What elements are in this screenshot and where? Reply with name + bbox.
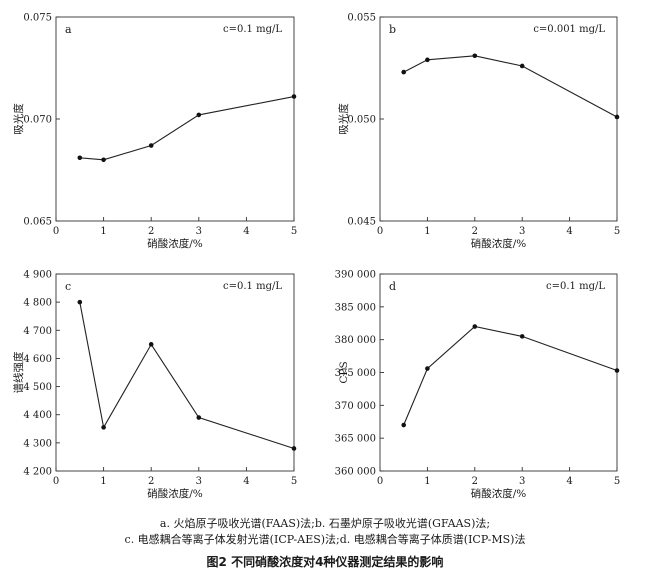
x-tick-label: 3	[196, 226, 202, 237]
x-tick-label: 3	[196, 476, 202, 487]
y-tick-label: 385 000	[335, 302, 376, 313]
data-point	[148, 143, 154, 148]
y-tick-label: 360 000	[335, 467, 376, 478]
data-point	[425, 57, 430, 63]
concentration-annotation: c=0.1 mg/L	[223, 281, 282, 292]
y-tick-label: 365 000	[335, 434, 376, 445]
data-point	[77, 299, 83, 305]
plot-frame	[55, 16, 295, 222]
data-point	[614, 368, 620, 373]
x-tick-label: 4	[243, 476, 249, 487]
x-tick-label: 4	[566, 476, 572, 487]
x-tick-label: 5	[614, 226, 620, 237]
y-tick-label: 0.050	[347, 115, 376, 126]
concentration-annotation: c=0.1 mg/L	[546, 281, 605, 292]
chart-panel-a: 0 1 2 3 4 5 0.065 0.070 0.075 硝酸浓度/% 吸光度 a c=0.1 mg/…	[12, 13, 297, 251]
data-point	[519, 63, 525, 69]
x-tick-label: 3	[519, 476, 525, 487]
x-tick-label: 1	[424, 226, 430, 237]
concentration-annotation: c=0.1 mg/L	[223, 24, 282, 35]
data-point	[472, 324, 478, 329]
x-axis-label: 硝酸浓度/%	[147, 487, 203, 500]
caption-line-1: a. 火焰原子吸收光谱(FAAS)法;b. 石墨炉原子吸收光谱(GFAAS)法;	[159, 517, 491, 530]
y-axis-label: CPS	[338, 361, 350, 383]
y-tick-label: 370 000	[335, 401, 376, 412]
data-point	[614, 114, 620, 120]
data-point	[519, 334, 525, 339]
y-axis-label: 谱线强度	[12, 351, 25, 393]
series-line	[79, 301, 295, 450]
chart-panel-c: 0 1 2 3 4 5 4 200 4 300 4 400 4 500 4 600 4 700 4 80…	[12, 270, 297, 501]
y-tick-label: 375 000	[335, 368, 376, 379]
y-axis-label: 吸光度	[12, 103, 25, 135]
panel-letter: b	[389, 23, 396, 36]
y-tick-label: 380 000	[335, 335, 376, 346]
x-tick-label: 4	[243, 226, 249, 237]
data-point	[472, 53, 478, 59]
y-tick-label: 0.055	[347, 13, 376, 24]
x-tick-label: 4	[566, 226, 572, 237]
x-axis-label: 硝酸浓度/%	[471, 237, 527, 250]
y-tick-label: 4 700	[23, 326, 52, 337]
x-tick-label: 1	[100, 476, 106, 487]
data-point	[425, 366, 430, 371]
y-axis-label: 吸光度	[337, 103, 350, 135]
data-point	[401, 69, 407, 75]
x-tick-label: 1	[424, 476, 430, 487]
figure-title: 图2 不同硝酸浓度对4种仪器测定结果的影响	[206, 555, 444, 569]
panel-letter: d	[389, 280, 396, 293]
y-tick-label: 0.065	[23, 217, 52, 228]
concentration-annotation: c=0.001 mg/L	[533, 24, 605, 35]
y-tick-label: 0.075	[23, 13, 52, 24]
panel-letter: c	[65, 280, 71, 293]
data-point	[196, 415, 202, 420]
x-tick-label: 1	[100, 226, 106, 237]
caption-line-2: c. 电感耦合等离子体发射光谱(ICP-AES)法;d. 电感耦合等离子体质谱(…	[124, 533, 526, 546]
y-tick-label: 4 800	[23, 298, 52, 309]
x-tick-label: 2	[148, 226, 154, 237]
y-tick-label: 0.045	[347, 217, 376, 228]
x-tick-label: 0	[377, 476, 383, 487]
series-line	[403, 325, 618, 426]
chart-panel-b: 0 1 2 3 4 5 0.045 0.050 0.055 硝酸浓度/% 吸光度 b c=0.001 m…	[337, 13, 620, 251]
x-axis-label: 硝酸浓度/%	[471, 487, 527, 500]
plot-frame	[379, 16, 618, 222]
y-tick-label: 4 500	[23, 382, 52, 393]
data-point	[148, 342, 154, 347]
y-tick-label: 4 300	[23, 438, 52, 449]
data-point	[101, 425, 106, 430]
x-tick-label: 0	[53, 226, 59, 237]
x-tick-label: 0	[377, 226, 383, 237]
data-point	[196, 112, 202, 118]
plot-frame	[379, 273, 618, 472]
x-axis-label: 硝酸浓度/%	[147, 237, 203, 250]
x-tick-label: 5	[291, 476, 297, 487]
series-line	[403, 55, 618, 118]
x-tick-label: 5	[291, 226, 297, 237]
x-tick-label: 3	[519, 226, 525, 237]
x-tick-label: 5	[614, 476, 620, 487]
y-tick-label: 4 600	[23, 354, 52, 365]
x-tick-label: 2	[148, 476, 154, 487]
x-tick-label: 0	[53, 476, 59, 487]
y-tick-label: 4 200	[23, 467, 52, 478]
data-point	[77, 155, 83, 161]
x-tick-label: 2	[472, 476, 478, 487]
y-tick-label: 4 400	[23, 410, 52, 421]
y-tick-label: 390 000	[335, 270, 376, 281]
data-point	[291, 94, 297, 99]
y-tick-label: 0.070	[23, 115, 52, 126]
chart-panel-d: 0 1 2 3 4 5 360 000 365 000 370 000 375 000 380 00…	[335, 270, 621, 501]
panel-letter: a	[65, 23, 72, 36]
plot-frame	[55, 273, 295, 472]
x-tick-label: 2	[472, 226, 478, 237]
data-point	[291, 446, 297, 451]
y-tick-label: 4 900	[23, 270, 52, 281]
data-point	[101, 157, 106, 163]
series-line	[79, 96, 295, 161]
data-point	[401, 422, 407, 428]
